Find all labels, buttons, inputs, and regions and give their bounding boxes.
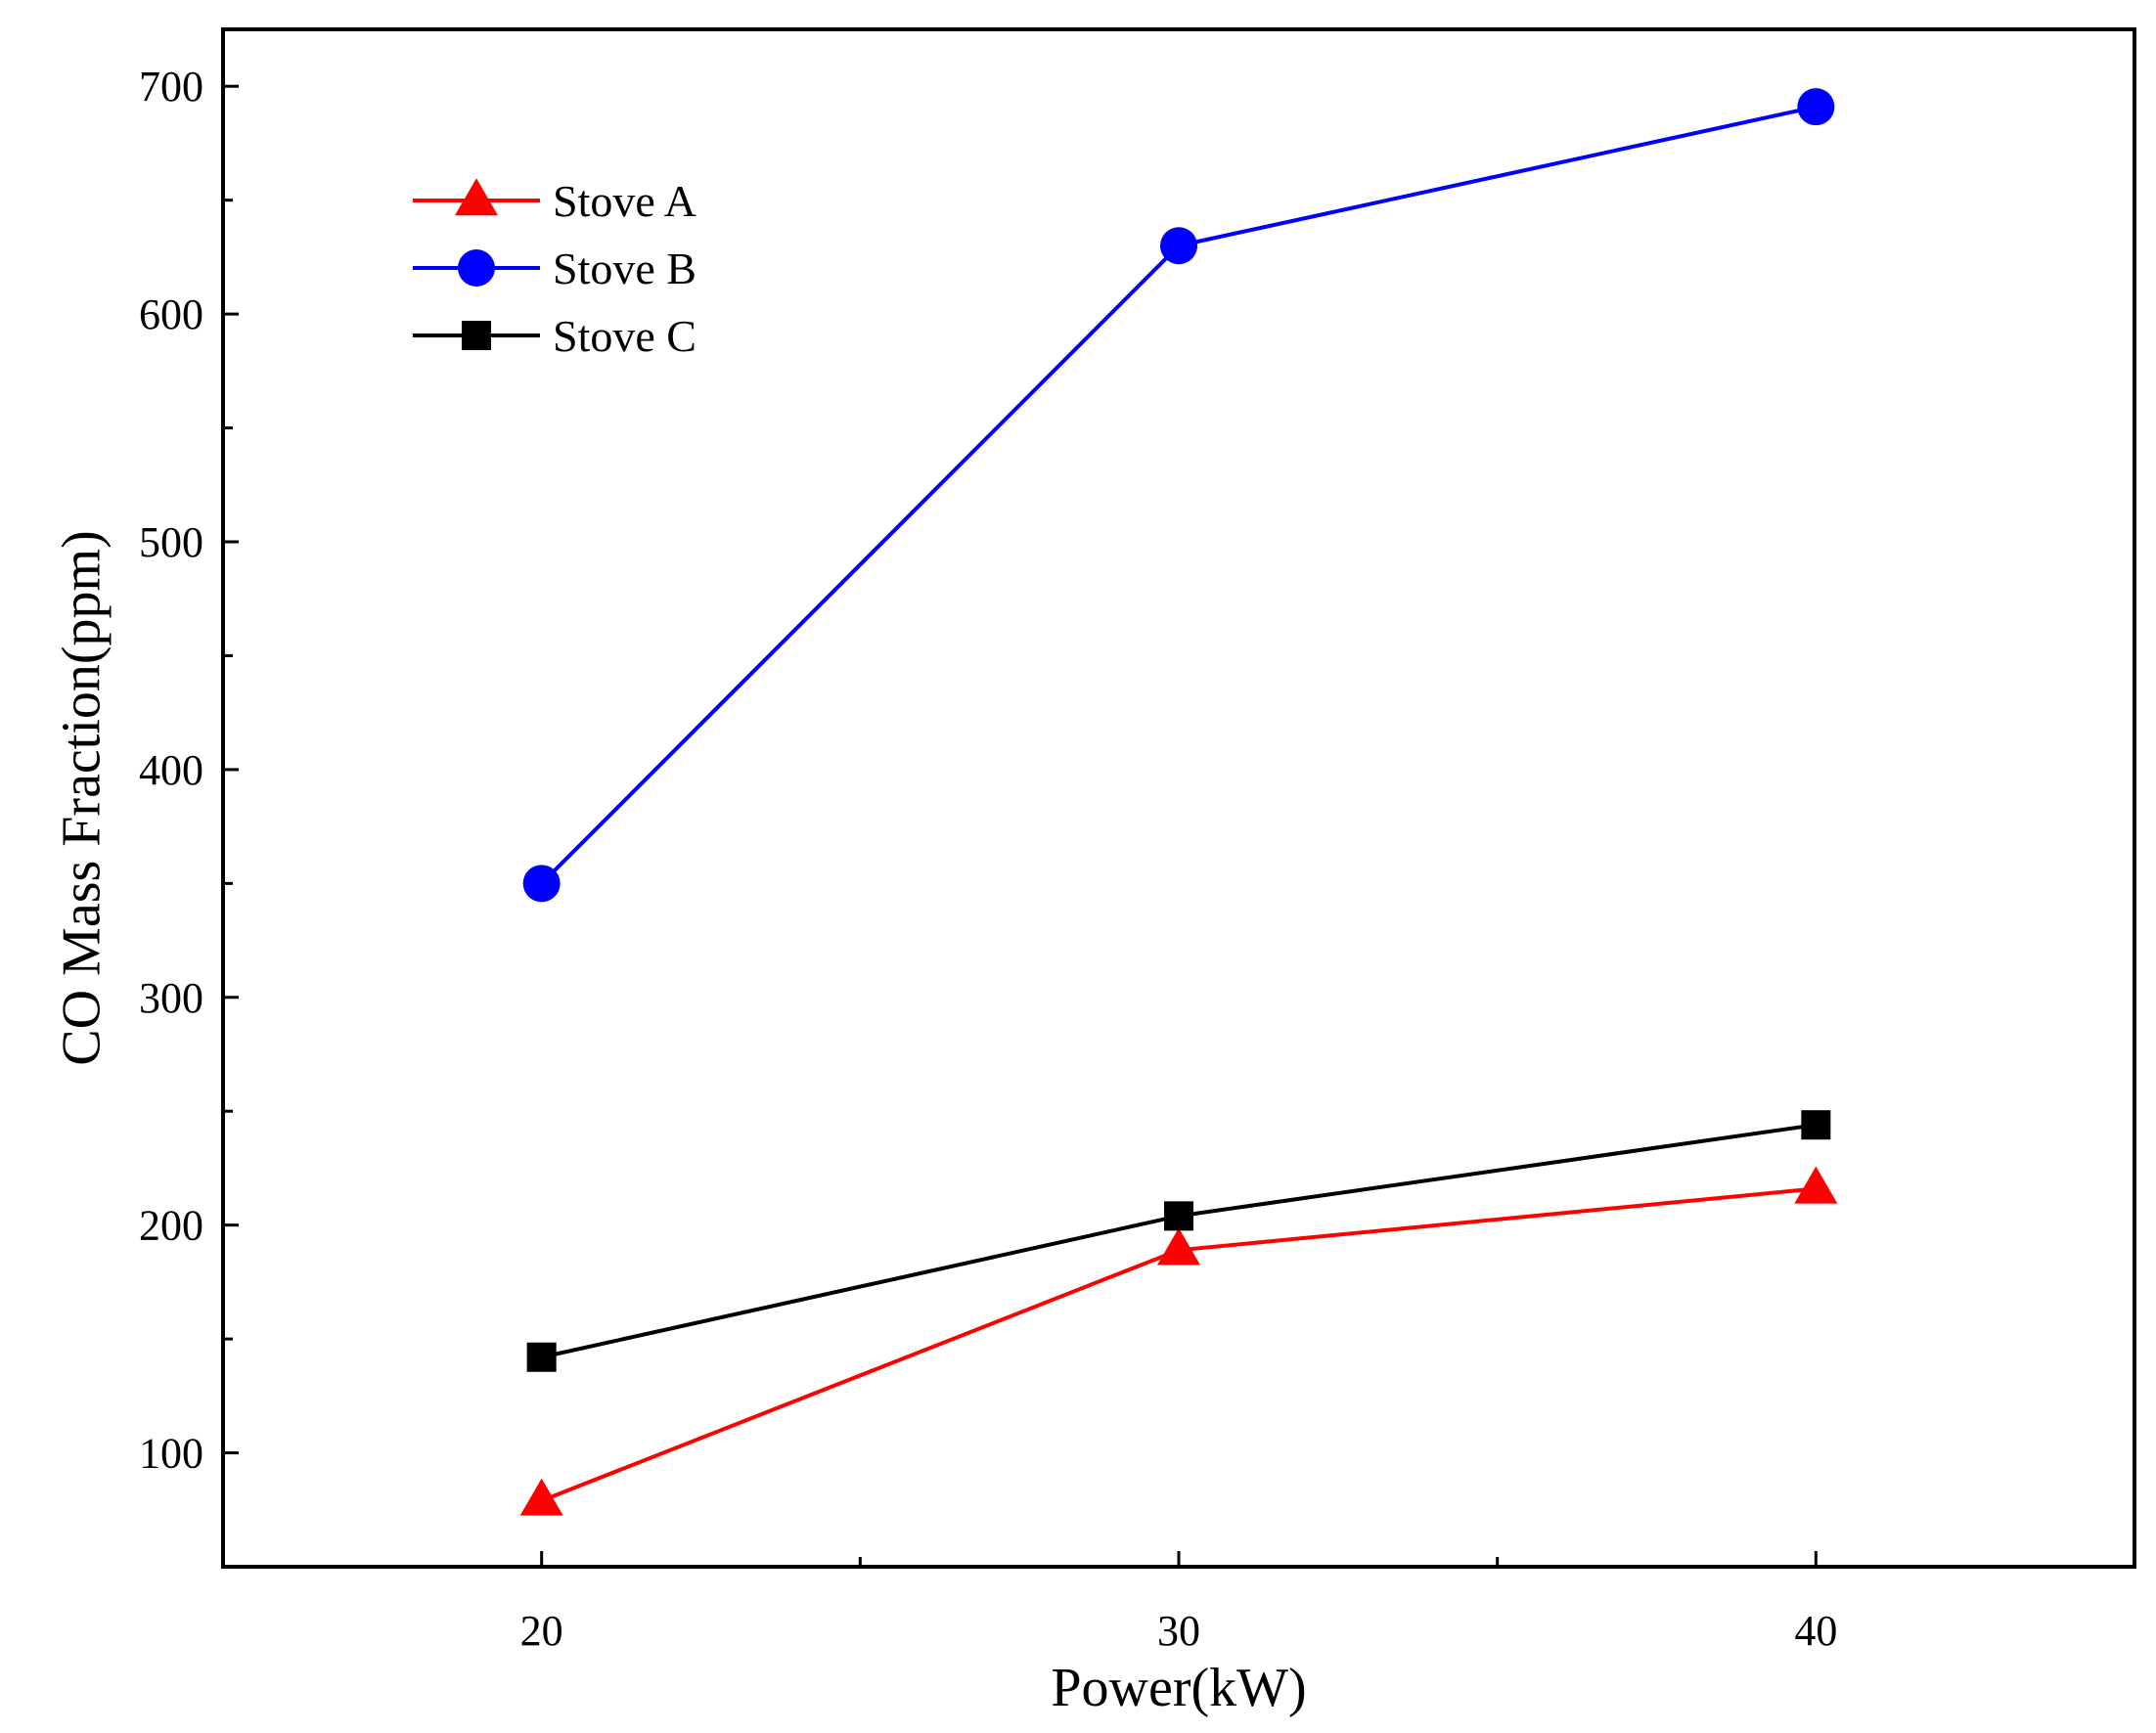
- y-tick-label: 400: [139, 746, 203, 794]
- data-point-stove-c: [526, 1342, 557, 1372]
- y-tick-label: 700: [139, 63, 203, 111]
- series-stove-c: [526, 1110, 1831, 1372]
- data-point-stove-b: [1160, 227, 1197, 265]
- y-axis-title: CO Mass Fraction(ppm): [52, 530, 112, 1066]
- legend-item-stove-b: Stove B: [413, 244, 696, 293]
- y-axis-ticks: 100 200 300 400 500 600 700: [139, 63, 239, 1478]
- legend-item-stove-c: Stove C: [413, 311, 696, 361]
- series-layer: [519, 88, 1838, 1516]
- x-axis-title: Power(kW): [1051, 1658, 1306, 1718]
- x-tick-label: 20: [520, 1607, 563, 1655]
- legend-marker-stove-c: [462, 321, 491, 350]
- y-tick-label: 100: [139, 1430, 203, 1478]
- y-tick-label: 600: [139, 290, 203, 338]
- y-tick-label: 500: [139, 518, 203, 566]
- data-point-stove-c: [1801, 1110, 1831, 1140]
- legend-label: Stove A: [553, 176, 696, 226]
- y-tick-label: 300: [139, 974, 203, 1022]
- series-stove-a: [519, 1166, 1838, 1516]
- legend-label: Stove B: [553, 244, 696, 293]
- legend-item-stove-a: Stove A: [413, 176, 696, 226]
- data-point-stove-c: [1164, 1201, 1193, 1231]
- data-point-stove-a: [1157, 1227, 1200, 1266]
- data-point-stove-b: [1797, 88, 1835, 126]
- series-stove-b: [522, 88, 1835, 903]
- x-tick-label: 30: [1157, 1607, 1200, 1655]
- data-point-stove-a: [1794, 1166, 1838, 1204]
- x-tick-label: 40: [1794, 1607, 1837, 1655]
- data-point-stove-a: [519, 1478, 563, 1516]
- legend-label: Stove C: [553, 311, 696, 361]
- data-point-stove-b: [522, 865, 561, 903]
- x-axis-ticks: 20 30 40: [520, 1551, 1837, 1655]
- y-tick-label: 200: [139, 1202, 203, 1250]
- legend: Stove A Stove B Stove C: [413, 176, 696, 361]
- legend-marker-stove-a: [455, 178, 498, 216]
- legend-marker-stove-b: [458, 249, 495, 287]
